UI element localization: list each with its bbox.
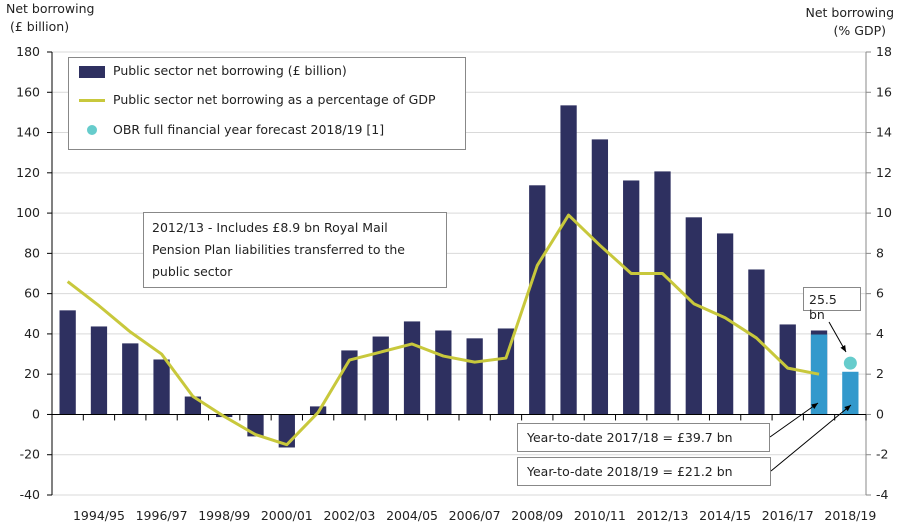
right-tick-label: 4 (876, 326, 884, 341)
ytd-1819-label: Year-to-date 2018/19 = £21.2 bn (517, 457, 771, 486)
ytd-1718-arrow-head (811, 403, 818, 409)
bar (654, 171, 671, 415)
ytd-1718-label: Year-to-date 2017/18 = £39.7 bn (517, 423, 770, 452)
bar (685, 217, 702, 415)
x-tick-label: 1994/95 (73, 508, 125, 523)
right-tick-label: -4 (876, 487, 889, 502)
x-tick-label: 2004/05 (386, 508, 438, 523)
bar (372, 336, 389, 415)
right-axis-title-line: (% GDP) (833, 23, 886, 38)
x-tick-label: 2000/01 (261, 508, 313, 523)
left-axis-title-line: (£ billion) (10, 19, 70, 34)
bar (560, 105, 577, 415)
x-tick-label: 2006/07 (449, 508, 501, 523)
right-tick-label: 2 (876, 366, 884, 381)
left-tick-label: 40 (24, 326, 40, 341)
right-axis-title-line: Net borrowing (805, 5, 894, 20)
annotation-line: Pension Plan liabilities transferred to … (152, 242, 405, 257)
ytd-1819-arrow-head (844, 405, 851, 412)
left-tick-label: 160 (16, 84, 40, 99)
bar (184, 396, 202, 415)
bar (748, 269, 765, 415)
annotation-line: 2012/13 - Includes £8.9 bn Royal Mail (152, 220, 388, 235)
bar (403, 321, 421, 415)
bar (810, 334, 828, 415)
left-tick-label: 180 (16, 44, 40, 59)
bar (153, 359, 170, 415)
left-tick-label: 20 (24, 366, 40, 381)
bar (591, 139, 609, 415)
forecast-dot (843, 356, 857, 370)
x-tick-label: 2016/17 (762, 508, 814, 523)
bar (623, 180, 640, 415)
right-axis-title: Net borrowing (% GDP) (806, 4, 894, 40)
x-tick-label: 2012/13 (637, 508, 689, 523)
x-tick-label: 2018/19 (824, 508, 876, 523)
left-tick-label: 120 (16, 165, 40, 180)
bar (716, 233, 734, 415)
legend-line-swatch (79, 99, 105, 102)
x-tick-label: 2014/15 (699, 508, 751, 523)
left-axis-title-line: Net borrowing (6, 1, 95, 16)
left-tick-label: -20 (20, 447, 40, 462)
legend: Public sector net borrowing (£ billion) … (68, 57, 466, 150)
bar (842, 371, 859, 415)
right-tick-label: 18 (876, 44, 892, 59)
x-tick-label: 1998/99 (198, 508, 250, 523)
legend-entry: OBR full financial year forecast 2018/19… (113, 122, 385, 137)
right-tick-label: 8 (876, 245, 884, 260)
left-tick-label: 0 (32, 406, 40, 421)
annotation-line: public sector (152, 264, 233, 279)
left-axis-title: Net borrowing (£ billion) (6, 0, 94, 36)
legend-bar-swatch (79, 66, 105, 78)
right-tick-label: 0 (876, 406, 884, 421)
bar (529, 185, 546, 415)
royal-mail-annotation: 2012/13 - Includes £8.9 bn Royal Mail Pe… (143, 212, 447, 288)
right-tick-label: 12 (876, 165, 892, 180)
bar (59, 310, 76, 415)
left-tick-label: -40 (20, 487, 40, 502)
bar (90, 326, 108, 415)
legend-entry: Public sector net borrowing (£ billion) (113, 63, 347, 78)
ytd-1819-arrow (770, 404, 852, 472)
right-tick-label: -2 (876, 447, 888, 462)
forecast-label: 25.5 bn (803, 287, 861, 322)
right-tick-label: 14 (876, 125, 892, 140)
left-tick-label: 80 (24, 245, 40, 260)
right-tick-label: 6 (876, 286, 884, 301)
gdp-line (66, 213, 820, 447)
x-tick-label: 2008/09 (511, 508, 563, 523)
bar (435, 330, 452, 415)
bar (466, 338, 483, 415)
legend-dot-swatch (87, 125, 97, 135)
left-tick-label: 140 (16, 125, 40, 140)
bar (122, 343, 139, 415)
x-tick-label: 2002/03 (323, 508, 375, 523)
x-tick-label: 2010/11 (574, 508, 626, 523)
x-tick-label: 1996/97 (136, 508, 188, 523)
legend-entry: Public sector net borrowing as a percent… (113, 92, 436, 107)
right-tick-label: 10 (876, 205, 892, 220)
left-tick-label: 60 (24, 286, 40, 301)
right-tick-label: 16 (876, 84, 892, 99)
forecast-arrow-head (840, 345, 846, 352)
ytd-1718-arrow (769, 402, 819, 438)
left-tick-label: 100 (16, 205, 40, 220)
